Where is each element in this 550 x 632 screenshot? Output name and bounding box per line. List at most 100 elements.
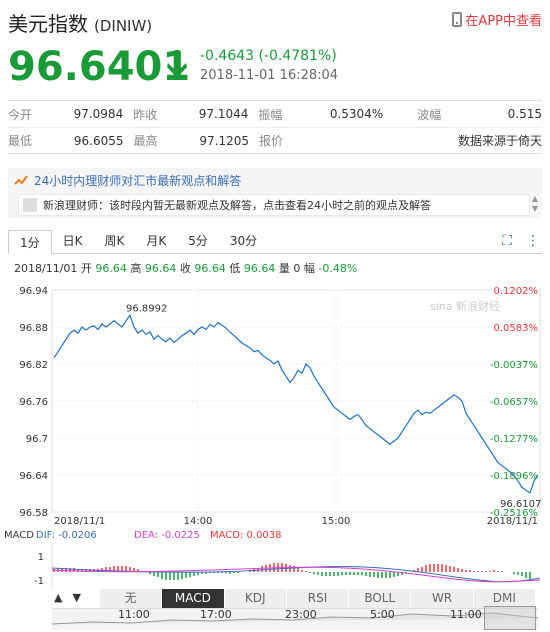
tab-30min[interactable]: 30分 — [229, 234, 258, 248]
chart-tools: ⛶ ⋮ — [502, 233, 540, 249]
stat-label: 波幅 — [417, 107, 442, 122]
macd-ytick: 1 — [38, 552, 44, 563]
phone-icon — [452, 12, 463, 27]
y-pct-label: -0.0657% — [490, 397, 538, 408]
y-tick-label: 96.7 — [26, 434, 48, 445]
stat-value: 数据来源于倚天 — [457, 134, 542, 148]
advisor-banner-message[interactable]: 新浪理财师：该时段内暂无最新观点及解答，点击查看24小时之前的观点及解答 — [18, 194, 530, 216]
macd-dif: DIF: -0.0206 — [36, 530, 97, 541]
dif-line — [51, 566, 541, 583]
indicator-tab-wr[interactable]: WR — [411, 589, 474, 608]
stat-label: 报价 — [259, 134, 284, 148]
settings-icon[interactable]: ⋮ — [526, 233, 540, 249]
price-change: -0.4643 (-0.4781%) — [200, 48, 337, 64]
chevron-up-icon[interactable]: ▲ — [531, 194, 538, 203]
nav-tick: 11:00 — [450, 608, 482, 621]
price-line — [53, 314, 539, 494]
y-pct-label: -0.0037% — [490, 360, 538, 371]
stat-label: 昨收 — [133, 107, 158, 122]
stats-row: 最低 96.6055 最高 97.1205 报价 数据来源于倚天 — [8, 127, 542, 153]
macd-value: MACD: 0.0038 — [210, 530, 282, 541]
current-price: 96.6401 — [8, 44, 191, 90]
stat-label: 最高 — [133, 134, 158, 148]
stat-label: 今开 — [8, 107, 33, 122]
y-pct-label: 0.1202% — [494, 286, 539, 297]
stat-value: 0.515 — [507, 107, 543, 121]
tab-1min[interactable]: 1分 — [8, 230, 52, 254]
range-navigator[interactable] — [52, 608, 538, 630]
indicator-tab-boll[interactable]: BOLL — [349, 589, 412, 608]
info-value: 96.64 — [194, 262, 226, 275]
info-date: 2018/11/01 — [14, 262, 78, 275]
info-label: 收 — [179, 262, 191, 275]
macd-panel: MACD DIF: -0.0206 DEA: -0.0225 MACD: 0.0… — [4, 530, 541, 588]
stats-row: 今开 97.0984 昨收 97.1044 振幅 0.5304% 波幅 0.51… — [8, 101, 542, 127]
page-title: 美元指数 (DINIW) — [8, 8, 152, 37]
stats-table: 今开 97.0984 昨收 97.1044 振幅 0.5304% 波幅 0.51… — [8, 100, 542, 154]
nav-down-button[interactable]: ▼ — [72, 591, 81, 604]
x-tick-label: 14:00 — [184, 516, 213, 526]
stat-value: 96.6055 — [73, 133, 124, 148]
ohlc-info-line: 2018/11/01 开 96.64 高 96.64 收 96.64 低 96.… — [14, 260, 357, 276]
info-label: 开 — [80, 262, 92, 275]
indicator-tabs: 无 MACD KDJ RSI BOLL WR DMI — [100, 589, 536, 608]
indicator-tab-rsi[interactable]: RSI — [286, 589, 350, 608]
tab-daily[interactable]: 日K — [62, 234, 83, 248]
trend-icon — [14, 174, 28, 185]
x-tick-label: 2018/11/1 — [487, 516, 538, 526]
indicator-tab-none[interactable]: 无 — [100, 589, 163, 608]
symbol-code: (DINIW) — [94, 17, 153, 35]
indicator-tab-macd[interactable]: MACD — [162, 589, 225, 608]
watermark: sina 新浪财经 — [430, 299, 500, 313]
navigator-sparkline — [52, 612, 538, 625]
macd-label: MACD — [4, 530, 34, 541]
x-tick-label: 2018/11/1 — [54, 516, 105, 526]
macd-ytick: -1 — [34, 576, 44, 587]
info-label: 高 — [130, 262, 142, 275]
stat-label: 振幅 — [258, 107, 283, 122]
banner-scroll-control[interactable]: ▲ ▼ — [532, 194, 538, 214]
stat-value: 97.0984 — [73, 107, 124, 121]
tab-monthly[interactable]: 月K — [146, 234, 167, 248]
nav-tick: 23:00 — [285, 608, 317, 621]
indicator-nav: ▲ ▼ — [54, 591, 81, 604]
y-tick-label: 96.76 — [19, 397, 48, 408]
stat-value: 97.1205 — [199, 133, 249, 148]
advisor-banner-title[interactable]: 24小时内理财师对汇市最新观点和解答 — [14, 172, 241, 189]
y-tick-label: 96.64 — [19, 471, 48, 482]
down-arrow-icon — [167, 50, 187, 78]
nav-tick: 5:00 — [370, 608, 395, 621]
y-tick-label: 96.58 — [19, 508, 48, 519]
nav-up-button[interactable]: ▲ — [54, 591, 63, 604]
tab-weekly[interactable]: 周K — [104, 234, 125, 248]
stat-value: 0.5304% — [329, 107, 384, 121]
y-pct-label: -0.1277% — [490, 434, 538, 445]
info-value: 96.64 — [144, 262, 177, 275]
quote-timestamp: 2018-11-01 16:28:04 — [200, 68, 339, 83]
max-annotation: 96.8992 — [126, 303, 167, 314]
tab-5min[interactable]: 5分 — [188, 234, 208, 248]
range-handle[interactable] — [484, 606, 536, 630]
y-tick-label: 96.94 — [19, 286, 48, 297]
indicator-tab-kdj[interactable]: KDJ — [224, 589, 287, 608]
info-value: 96.64 — [95, 262, 127, 275]
x-tick-label: 15:00 — [322, 516, 351, 526]
info-label: 量 — [278, 262, 290, 275]
avatar — [23, 198, 37, 212]
y-pct-label: -0.2516% — [490, 508, 538, 519]
indicator-tab-dmi[interactable]: DMI — [473, 589, 536, 608]
open-in-app-link[interactable]: 在APP中查看 — [452, 10, 542, 29]
min-annotation: 96.6107 — [500, 499, 541, 510]
chevron-down-icon[interactable]: ▼ — [531, 204, 538, 213]
y-pct-label: 0.0583% — [494, 323, 539, 334]
macd-dea: DEA: -0.0225 — [134, 530, 200, 541]
nav-tick: 11:00 — [118, 608, 150, 621]
chart-period-tabs: 1分 日K 周K 月K 5分 30分 — [8, 230, 542, 254]
fullscreen-icon[interactable]: ⛶ — [502, 233, 512, 249]
intraday-chart[interactable]: 96.94 96.88 96.82 96.76 96.7 96.64 96.58 0.120… — [0, 276, 550, 526]
info-value: 96.64 — [243, 262, 276, 275]
stat-label: 最低 — [8, 134, 33, 148]
info-value: -0.48% — [318, 262, 358, 275]
title-text: 美元指数 — [8, 12, 88, 36]
info-label: 幅 — [303, 262, 315, 275]
